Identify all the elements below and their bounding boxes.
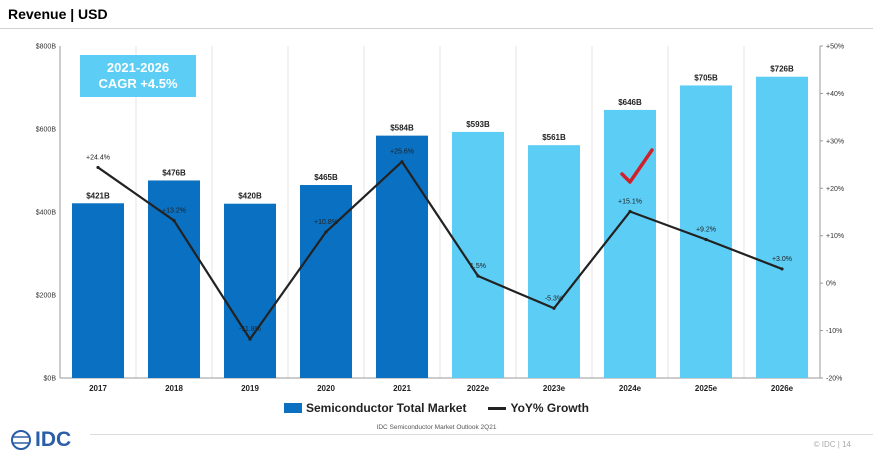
yoy-point bbox=[324, 230, 328, 234]
y-right-tick-label: +50% bbox=[826, 44, 844, 51]
legend-bar-label: Semiconductor Total Market bbox=[306, 401, 467, 415]
checkmark-annotation bbox=[620, 148, 654, 184]
yoy-value-label: +15.1% bbox=[618, 199, 642, 206]
x-tick-label: 2025e bbox=[695, 384, 718, 393]
yoy-value-label: +3.0% bbox=[772, 256, 792, 263]
idc-logo: IDC bbox=[10, 428, 71, 452]
yoy-value-label: +25.6% bbox=[390, 149, 414, 156]
bar-value-label: $561B bbox=[542, 133, 566, 142]
footer-divider bbox=[90, 434, 873, 435]
cagr-value: CAGR +4.5% bbox=[98, 76, 178, 91]
y-right-tick-label: +40% bbox=[826, 91, 844, 98]
yoy-point bbox=[172, 218, 176, 223]
y-right-tick-label: +20% bbox=[826, 186, 844, 193]
y-right-tick-label: -20% bbox=[826, 376, 842, 383]
bar-value-label: $646B bbox=[618, 98, 642, 107]
x-tick-label: 2022e bbox=[467, 384, 490, 393]
legend-bar-swatch bbox=[284, 403, 302, 413]
yoy-point bbox=[248, 337, 252, 341]
bar-2019 bbox=[224, 203, 276, 378]
yoy-point bbox=[400, 160, 404, 164]
yoy-point bbox=[628, 209, 632, 214]
x-tick-label: 2023e bbox=[543, 384, 566, 393]
bar-2025e bbox=[680, 85, 732, 379]
bar-2021 bbox=[376, 135, 428, 378]
cagr-period: 2021-2026 bbox=[106, 60, 170, 75]
yoy-growth-line bbox=[97, 160, 783, 341]
footer-note: © IDC | 14 bbox=[813, 440, 851, 449]
x-tick-label: 2019 bbox=[241, 384, 259, 393]
bar-value-label: $465B bbox=[314, 173, 338, 182]
yoy-point bbox=[96, 165, 100, 170]
idc-logo-text: IDC bbox=[35, 428, 72, 451]
bar-2018 bbox=[148, 180, 200, 378]
yoy-value-label: +9.2% bbox=[696, 227, 716, 234]
bar-value-label: $726B bbox=[770, 65, 794, 74]
yoy-point bbox=[552, 306, 556, 310]
bar-2023e bbox=[528, 145, 580, 378]
x-tick-label: 2018 bbox=[165, 384, 183, 393]
y-left-tick-label: $200B bbox=[36, 293, 57, 300]
x-tick-label: 2020 bbox=[317, 384, 335, 393]
bar-2022e bbox=[452, 131, 504, 378]
bar-value-label: $420B bbox=[238, 192, 262, 201]
cagr-callout: 2021-2026 CAGR +4.5% bbox=[80, 55, 196, 97]
yoy-point bbox=[476, 274, 480, 278]
y-left-tick-label: $800B bbox=[36, 44, 57, 51]
yoy-value-label: -11.8% bbox=[239, 326, 261, 333]
chart-title: Revenue | USD bbox=[8, 6, 108, 22]
yoy-value-label: +10.8% bbox=[314, 219, 338, 226]
yoy-point bbox=[780, 267, 784, 271]
yoy-value-label: 1.5% bbox=[470, 263, 486, 270]
yoy-value-label: +24.4% bbox=[86, 154, 110, 161]
bar-value-label: $705B bbox=[694, 73, 718, 82]
y-left-tick-label: $0B bbox=[44, 376, 57, 383]
yoy-value-label: +13.2% bbox=[162, 208, 186, 215]
bar-2026e bbox=[756, 76, 808, 379]
chart-legend: Semiconductor Total Market YoY% Growth bbox=[284, 401, 589, 415]
source-note: IDC Semiconductor Market Outlook 2Q21 bbox=[376, 424, 497, 431]
y-left-tick-label: $400B bbox=[36, 210, 57, 217]
x-tick-label: 2026e bbox=[771, 384, 794, 393]
bar-value-label: $421B bbox=[86, 191, 110, 200]
y-right-tick-label: +30% bbox=[826, 138, 844, 145]
yoy-value-label: -5.3% bbox=[545, 295, 563, 302]
y-right-tick-label: 0% bbox=[826, 281, 836, 288]
bar-2024e bbox=[604, 109, 656, 378]
x-tick-label: 2017 bbox=[89, 384, 107, 393]
bar-value-label: $593B bbox=[466, 120, 490, 129]
yoy-point bbox=[704, 237, 708, 242]
bar-value-label: $476B bbox=[162, 168, 186, 177]
x-tick-label: 2024e bbox=[619, 384, 642, 393]
bar-2017 bbox=[72, 203, 124, 378]
y-right-tick-label: -10% bbox=[826, 328, 842, 335]
y-right-tick-label: +10% bbox=[826, 233, 844, 240]
legend-line-label: YoY% Growth bbox=[510, 401, 589, 415]
legend-line-swatch bbox=[488, 406, 507, 410]
y-left-tick-label: $600B bbox=[36, 127, 57, 134]
header-divider bbox=[0, 28, 873, 29]
idc-globe-icon bbox=[11, 430, 31, 450]
x-tick-label: 2021 bbox=[393, 384, 411, 393]
bar-value-label: $584B bbox=[390, 124, 414, 133]
